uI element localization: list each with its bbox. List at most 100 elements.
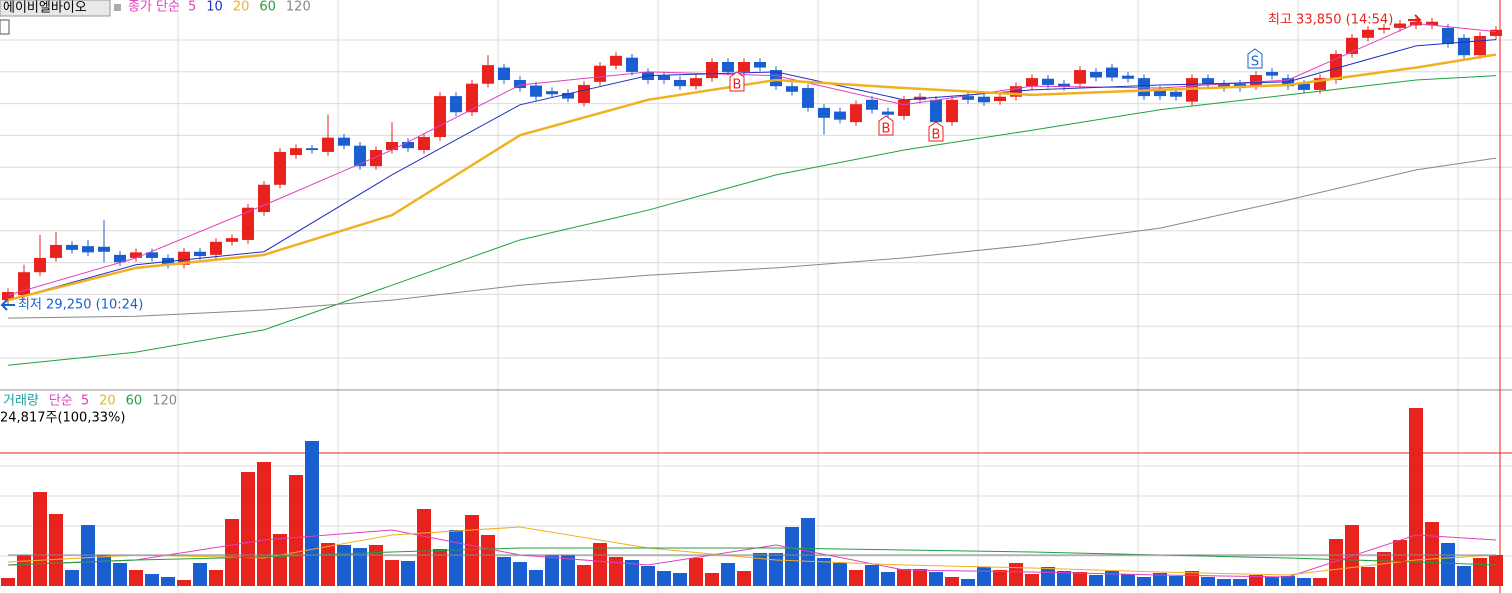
volume-bar (1025, 574, 1039, 586)
volume-bar (945, 577, 959, 586)
candle-body (978, 96, 990, 103)
volume-bar (65, 570, 79, 586)
candle-body (1250, 75, 1262, 87)
candle-body (386, 141, 398, 151)
candle-body (434, 96, 446, 138)
volume-bar (1473, 558, 1487, 586)
volume-bar (1, 578, 15, 586)
annotation-low: 최저 29,250 (10:24) (18, 298, 143, 313)
volume-bar (1489, 555, 1503, 586)
volume-bar (609, 557, 623, 586)
volume-bar (449, 530, 463, 586)
volume-bar (417, 509, 431, 586)
volume-bar (305, 441, 319, 586)
candle-body (1042, 78, 1054, 85)
candle-body (114, 254, 126, 263)
legend-entry: 20 (233, 0, 250, 15)
candle-body (1474, 35, 1486, 56)
volume-bar (113, 563, 127, 586)
volume-bar (17, 555, 31, 586)
volume-bar (369, 545, 383, 586)
candle-body (370, 150, 382, 167)
volume-bar (1441, 543, 1455, 586)
volume-bar (1057, 571, 1071, 586)
candle-body (1170, 91, 1182, 97)
volume-bar (1233, 579, 1247, 586)
volume-bar (1425, 522, 1439, 586)
candle-body (1266, 71, 1278, 76)
candle-body (626, 57, 638, 72)
annotation-arrow (0, 299, 15, 311)
signal-marker (1247, 48, 1263, 69)
volume-bar (433, 549, 447, 586)
volume-bar (977, 567, 991, 586)
volume-bar (257, 462, 271, 586)
legend-title: 단순 (49, 394, 73, 409)
volume-bar (1137, 577, 1151, 586)
candle-body (946, 99, 958, 123)
ma-line (7, 75, 1497, 366)
volume-bar (689, 558, 703, 586)
volume-bar (513, 562, 527, 586)
candle-body (1202, 78, 1214, 84)
candle-body (322, 137, 334, 152)
volume-ma-line (7, 529, 1497, 578)
volume-bar (961, 579, 975, 586)
candle-body (1490, 29, 1502, 36)
volume-bar (241, 472, 255, 586)
candle-body (674, 79, 686, 87)
candle-body (930, 99, 942, 123)
volume-bar (177, 580, 191, 586)
candle-body (194, 251, 206, 257)
candle-body (1026, 78, 1038, 87)
volume-bar (913, 569, 927, 586)
candle-body (258, 184, 270, 213)
volume-bar (545, 555, 559, 586)
candle-body (770, 70, 782, 87)
candle-body (1314, 78, 1326, 90)
candle-body (1458, 37, 1470, 56)
volume-bar (465, 515, 479, 586)
volume-bar (97, 555, 111, 586)
volume-bar (1329, 539, 1343, 586)
legend-entry: 120 (152, 394, 177, 409)
candle-body (882, 111, 894, 115)
legend-entry: 120 (286, 0, 311, 15)
volume-bar (1265, 577, 1279, 586)
candle-body (834, 111, 846, 120)
volume-bar (1393, 540, 1407, 586)
volume-bar (833, 563, 847, 586)
candle-body (210, 241, 222, 255)
candle-body (706, 62, 718, 79)
signal-label: B (932, 128, 941, 143)
legend-icon (114, 4, 121, 11)
candle-body (1394, 23, 1406, 28)
candle-body (786, 86, 798, 92)
volume-bar (881, 572, 895, 586)
volume-bar (769, 553, 783, 586)
candle-body (1154, 89, 1166, 97)
chart-title: 에이비엘바이오 (3, 1, 87, 16)
signal-label: B (733, 78, 742, 93)
volume-bar (577, 565, 591, 586)
candle-body (450, 96, 462, 113)
volume-ma-line (7, 547, 1497, 566)
volume-bar (49, 514, 63, 586)
candle-body (1298, 83, 1310, 90)
candle-body (1426, 21, 1438, 26)
candle-body (306, 148, 318, 151)
candle-body (1058, 83, 1070, 87)
volume-bar (1297, 578, 1311, 586)
volume-bar (337, 545, 351, 586)
volume-bar (737, 571, 751, 586)
volume-bar (1185, 571, 1199, 586)
candle-body (658, 75, 670, 80)
legend-entry: 60 (126, 394, 143, 409)
ma-line (7, 157, 1497, 319)
volume-bar (1073, 572, 1087, 586)
legend-entry: 60 (259, 0, 276, 15)
volume-title: 거래량 (3, 394, 39, 409)
candle-body (66, 244, 78, 250)
